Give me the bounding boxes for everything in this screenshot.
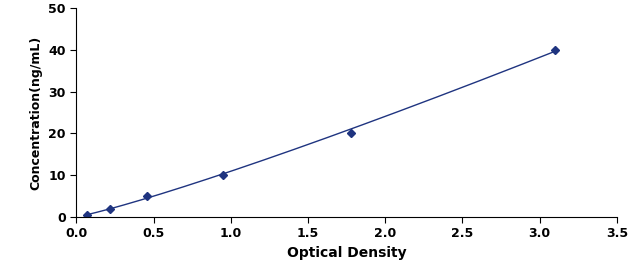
Y-axis label: Concentration(ng/mL): Concentration(ng/mL) [30, 36, 43, 190]
X-axis label: Optical Density: Optical Density [287, 246, 406, 260]
